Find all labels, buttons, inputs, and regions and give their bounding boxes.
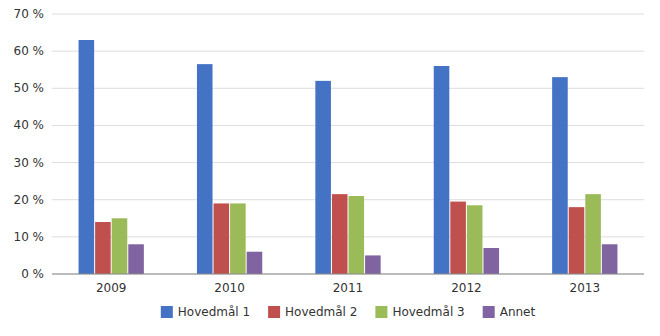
bar <box>569 207 585 274</box>
series <box>95 194 584 274</box>
y-tick-label: 40 % <box>14 118 45 132</box>
bar <box>112 218 128 274</box>
x-tick-label: 2009 <box>96 281 127 295</box>
bar <box>450 202 466 274</box>
chart: 0 %10 %20 %30 %40 %50 %60 %70 %200920102… <box>0 0 660 336</box>
bar <box>434 66 450 274</box>
bar <box>95 222 111 274</box>
y-axis: 0 % 10 % 20 % 30 % 40 % 50 % 60 % 70 % <box>14 7 45 281</box>
legend: Hovedmål 1 Hovedmål 2 Hovedmål 3 Annet <box>161 305 536 319</box>
legend-swatch <box>375 306 387 318</box>
bar <box>128 244 144 274</box>
legend-swatch <box>483 306 495 318</box>
bar <box>230 203 246 274</box>
bar <box>602 244 618 274</box>
y-tick-label: 60 % <box>14 44 45 58</box>
grid-line <box>52 274 644 275</box>
legend-item: Hovedmål 2 <box>268 305 357 319</box>
bar <box>365 255 381 274</box>
grid-line <box>52 51 644 52</box>
x-axis-line <box>52 274 644 275</box>
bar <box>247 252 263 274</box>
bar <box>467 205 483 274</box>
bars <box>79 40 618 274</box>
bar <box>332 194 348 274</box>
legend-swatch <box>161 306 173 318</box>
legend-label: Annet <box>500 305 536 319</box>
bar <box>349 196 365 274</box>
grid <box>52 14 644 274</box>
bar <box>197 64 213 274</box>
grid-line <box>52 14 644 15</box>
series <box>128 244 617 274</box>
legend-item: Annet <box>483 305 536 319</box>
y-tick-label: 0 % <box>21 267 44 281</box>
chart-container: 0 %10 %20 %30 %40 %50 %60 %70 %200920102… <box>0 0 660 336</box>
series <box>112 194 601 274</box>
y-tick-label: 10 % <box>14 230 45 244</box>
legend-swatch <box>268 306 280 318</box>
legend-label: Hovedmål 2 <box>285 305 357 319</box>
bar <box>214 203 230 274</box>
bar <box>79 40 95 274</box>
y-tick-label: 20 % <box>14 193 45 207</box>
legend-label: Hovedmål 3 <box>392 305 464 319</box>
bar <box>315 81 331 274</box>
x-tick-label: 2010 <box>214 281 245 295</box>
bar <box>483 248 499 274</box>
x-tick-label: 2013 <box>570 281 601 295</box>
y-tick-label: 70 % <box>14 7 45 21</box>
legend-label: Hovedmål 1 <box>178 305 250 319</box>
x-axis: 2009 2010 2011 2012 2013 <box>52 274 644 295</box>
series <box>79 40 568 274</box>
bar <box>552 77 568 274</box>
x-tick-label: 2011 <box>333 281 364 295</box>
x-tick-label: 2012 <box>451 281 482 295</box>
legend-item: Hovedmål 3 <box>375 305 464 319</box>
legend-item: Hovedmål 1 <box>161 305 250 319</box>
y-tick-label: 30 % <box>14 156 45 170</box>
y-tick-label: 50 % <box>14 81 45 95</box>
bar <box>585 194 601 274</box>
